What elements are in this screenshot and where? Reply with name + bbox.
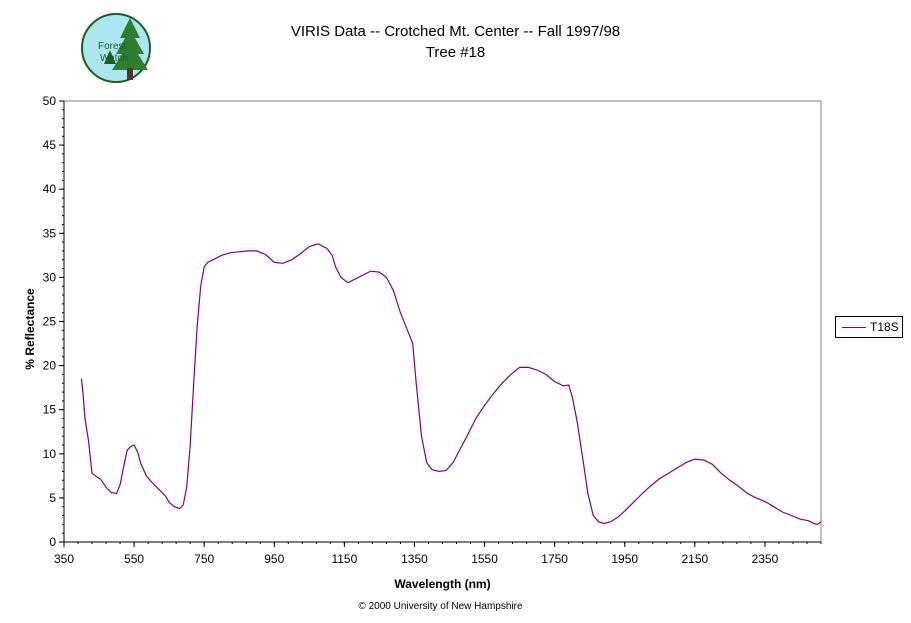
logo-text-watch: Watch [100,53,128,64]
x-axis-label: Wavelength (nm) [394,577,491,591]
x-tick-label: 350 [54,552,74,566]
y-tick-label: 30 [43,270,57,284]
y-tick-label: 45 [43,138,57,152]
legend-label-t18s: T18S [870,320,899,334]
y-tick-label: 15 [43,403,57,417]
legend: T18S [835,316,903,338]
y-tick-label: 10 [43,447,57,461]
chart-subtitle: Tree #18 [425,44,486,61]
y-tick-label: 5 [49,491,56,505]
y-tick-label: 35 [43,226,57,240]
y-axis-label: % Reflectance [23,288,37,370]
y-tick-label: 0 [49,535,56,549]
y-axis: 0 5 10 15 20 25 30 35 40 45 50 [43,94,65,549]
x-tick-label: 2350 [752,552,779,566]
y-tick-label: 20 [43,359,57,373]
y-tick-label: 25 [43,315,57,329]
x-tick-label: 1350 [401,552,428,566]
small-tree-icon [104,50,116,64]
forest-watch-logo: Forest Watch [81,13,151,83]
chart-title: VIRIS Data -- Crotched Mt. Center -- Fal… [290,23,621,40]
series-line-t18s [80,243,822,526]
tree-icon [112,18,148,70]
y-tick-label: 40 [43,182,57,196]
x-tick-label: 750 [194,552,214,566]
x-tick-label: 2150 [681,552,708,566]
x-tick-label: 950 [264,552,284,566]
x-tick-label: 1950 [611,552,638,566]
x-tick-label: 1750 [541,552,568,566]
logo-text-forest: Forest [98,41,127,52]
legend-swatch [842,327,866,328]
x-tick-label: 550 [124,552,144,566]
x-tick-label: 1150 [331,552,357,566]
x-axis: 350 550 750 950 1150 1350 1550 1750 1950 2150 2350 [54,541,822,566]
plot-frame [63,100,822,543]
copyright-text: © 2000 University of New Hampshire [358,601,523,612]
y-tick-label: 50 [43,94,57,108]
x-tick-label: 1550 [471,552,498,566]
tree-trunk-icon [127,68,133,80]
